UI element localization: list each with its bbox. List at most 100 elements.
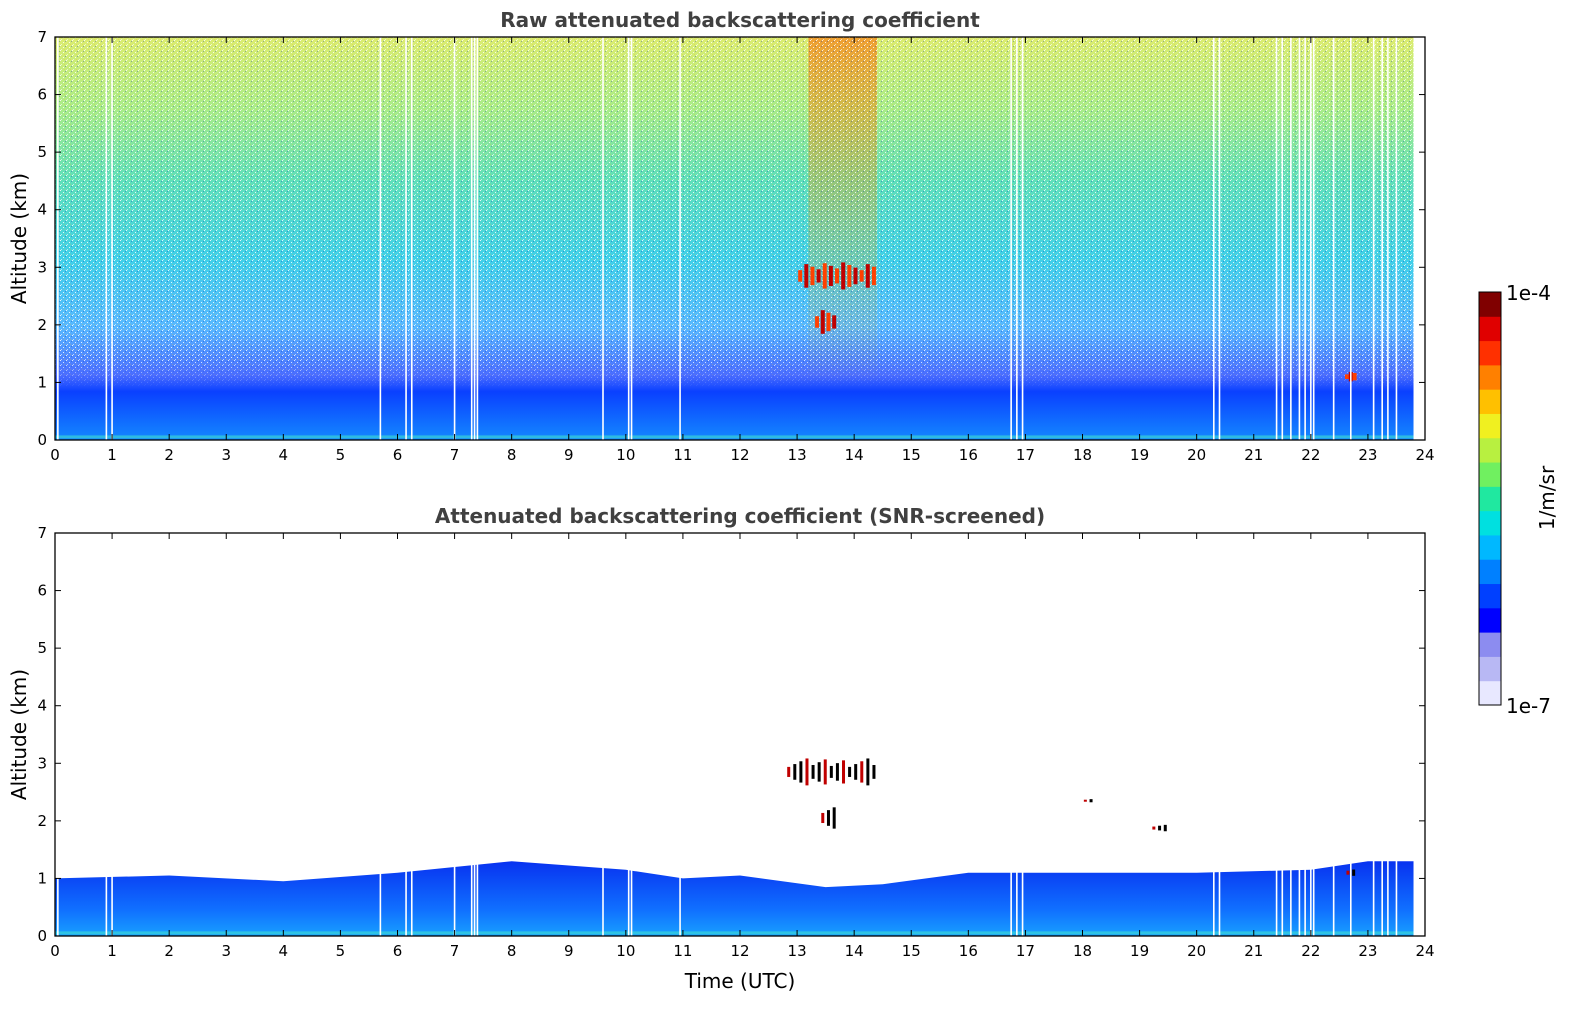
data-gap-line (1381, 533, 1383, 936)
snr-features (55, 758, 1414, 935)
cloud-mark (798, 270, 803, 282)
colorbar-swatch (1479, 389, 1501, 414)
cloud-mark (848, 766, 852, 777)
data-gap-line (1010, 533, 1012, 936)
data-gap-line (379, 37, 382, 440)
x-tick-label: 12 (730, 446, 749, 464)
cloud-mark (1352, 372, 1357, 381)
cloud-mark (1158, 825, 1162, 831)
data-gap-line (105, 37, 108, 440)
x-tick-label: 1 (107, 446, 117, 464)
colorbar-swatch (1479, 486, 1501, 512)
raw-backscatter-panel: Raw attenuated backscattering coefficien… (7, 8, 1435, 464)
x-tick-label: 14 (845, 446, 864, 464)
data-gap-line (1275, 37, 1278, 440)
data-gap-line (1298, 37, 1301, 440)
data-gap-line (1290, 37, 1292, 440)
x-tick-label: 16 (959, 942, 978, 960)
data-gap-line (410, 533, 413, 936)
cloud-mark (787, 766, 791, 777)
data-gap-line (1281, 37, 1284, 440)
x-tick-label: 20 (1187, 446, 1206, 464)
snr-screened-panel: Attenuated backscattering coefficient (S… (7, 504, 1435, 993)
x-tick-label: 0 (50, 446, 60, 464)
data-gap-line (410, 37, 413, 440)
colorbar-swatch (1479, 656, 1501, 682)
time-axis-label: Time (UTC) (684, 969, 796, 993)
cloud-mark (1344, 374, 1349, 379)
x-tick-label: 17 (1016, 446, 1035, 464)
no-data-region (1413, 533, 1425, 936)
colorbar-swatch (1479, 364, 1501, 390)
x-tick-label: 6 (393, 942, 403, 960)
data-gap-line (111, 37, 113, 440)
colorbar-swatch (1479, 462, 1501, 487)
data-gap-line (1290, 533, 1292, 936)
x-tick-label: 12 (730, 942, 749, 960)
cloud-mark (817, 762, 821, 782)
colorbar-swatch (1479, 316, 1501, 342)
cloud-mark (872, 765, 876, 779)
data-gap-line (1387, 37, 1389, 440)
y-tick-label: 3 (37, 754, 47, 772)
data-gap-line (1372, 533, 1375, 936)
x-tick-label: 8 (507, 446, 517, 464)
snr-panel-title: Attenuated backscattering coefficient (S… (435, 504, 1045, 528)
cloud-mark (1163, 824, 1167, 832)
raw-x-ticks: 0 1 2 3 4 5 6 7 8 9 10 11 12 13 14 15 16 17 18 19 20 21 22 23 24 (50, 37, 1435, 464)
colorbar-swatch (1479, 510, 1501, 536)
cloud-mark (854, 764, 858, 780)
data-gap-line (470, 37, 473, 440)
colorbar-max-label: 1e-4 (1506, 281, 1551, 305)
raw-data-gaps (57, 37, 1425, 440)
data-gap-line (473, 533, 476, 936)
data-gap-line (679, 37, 681, 440)
cloud-mark (811, 765, 815, 779)
data-gap-line (627, 533, 630, 936)
data-gap-line (111, 533, 113, 936)
cloud-mark (793, 764, 797, 780)
x-tick-label: 15 (902, 446, 921, 464)
data-gap-line (1218, 37, 1221, 440)
x-tick-label: 5 (336, 942, 346, 960)
raw-y-ticks: 0 1 2 3 4 5 6 7 (37, 28, 1425, 449)
data-gap-line (57, 37, 59, 440)
surface-layer (55, 931, 1414, 935)
cloud-mark (826, 312, 831, 332)
data-gap-line (1016, 533, 1018, 936)
colorbar-swatch (1479, 437, 1501, 463)
colorbar-swatch (1479, 607, 1501, 633)
y-tick-label: 2 (37, 812, 47, 830)
y-tick-label: 2 (37, 316, 47, 334)
colorbar-swatch (1479, 632, 1501, 657)
colorbar-swatch (1479, 534, 1501, 560)
cloud-mark (805, 758, 809, 786)
data-gap-line (1021, 533, 1024, 936)
data-gap-line (627, 37, 630, 440)
x-tick-label: 18 (1073, 942, 1092, 960)
data-gap-line (1010, 37, 1012, 440)
x-tick-label: 2 (164, 942, 174, 960)
data-gap-line (679, 533, 681, 936)
x-tick-label: 4 (279, 446, 289, 464)
raw-noise-texture (55, 37, 1414, 440)
cloud-mark (859, 270, 864, 282)
data-gap-line (1304, 533, 1306, 936)
cloud-mark (832, 807, 836, 829)
cloud-mark (804, 264, 809, 288)
colorbar-unit-label: 1/m/sr (1535, 465, 1559, 530)
data-gap-line (1212, 533, 1215, 936)
data-gap-line (1281, 533, 1284, 936)
y-tick-label: 1 (37, 869, 47, 887)
x-tick-label: 24 (1415, 942, 1434, 960)
y-tick-label: 6 (37, 86, 47, 104)
data-gap-line (379, 533, 382, 936)
colorbar-swatch (1479, 559, 1501, 585)
x-tick-label: 23 (1358, 942, 1377, 960)
x-tick-label: 3 (221, 942, 231, 960)
no-data-region (1413, 37, 1425, 440)
data-gap-line (1372, 37, 1375, 440)
surface-layer (55, 435, 1414, 439)
data-gap-line (1218, 533, 1221, 936)
